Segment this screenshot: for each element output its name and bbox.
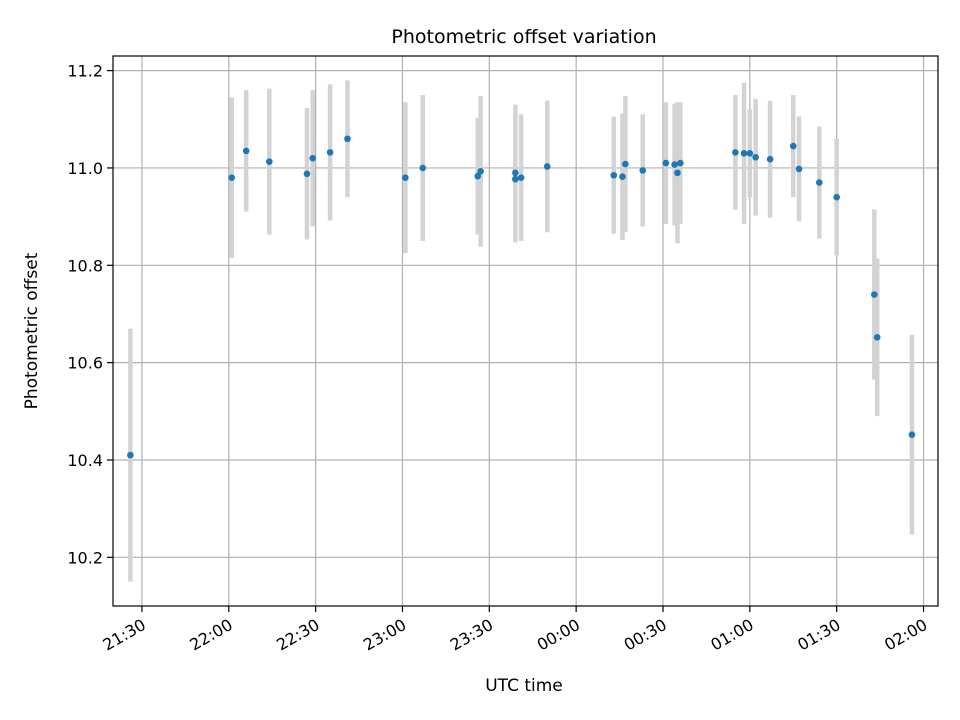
- data-point: [477, 168, 484, 175]
- data-point: [746, 150, 754, 157]
- data-point: [732, 149, 739, 156]
- data-point: [309, 154, 317, 162]
- data-point: [419, 164, 427, 172]
- data-point: [344, 135, 351, 143]
- data-points: [127, 135, 916, 459]
- data-point: [619, 173, 626, 181]
- data-point: [127, 451, 134, 459]
- y-tick-label: 10.8: [67, 256, 103, 275]
- data-point: [789, 142, 797, 150]
- data-point: [512, 175, 519, 183]
- data-point: [662, 159, 670, 167]
- y-tick-label: 10.2: [67, 548, 103, 567]
- data-point: [512, 169, 519, 177]
- data-point: [303, 170, 311, 178]
- y-tick-label: 11.2: [67, 62, 103, 81]
- data-point: [873, 334, 881, 341]
- data-point: [517, 174, 525, 181]
- data-point: [908, 431, 916, 438]
- data-point: [795, 165, 803, 173]
- data-point: [326, 149, 334, 156]
- data-point: [674, 169, 681, 177]
- data-point: [266, 158, 273, 165]
- y-tick-label: 10.4: [67, 451, 103, 470]
- data-point: [639, 167, 647, 174]
- data-point: [242, 147, 250, 155]
- data-point: [816, 179, 823, 186]
- y-tick-label: 10.6: [67, 354, 103, 373]
- data-point: [766, 155, 774, 163]
- y-tick-label: 11.0: [67, 159, 103, 178]
- data-point: [871, 291, 878, 298]
- data-point: [474, 172, 482, 180]
- chart-title: Photometric offset variation: [391, 26, 656, 48]
- x-axis-label: UTC time: [485, 676, 563, 696]
- y-axis-label: Photometric offset: [22, 252, 42, 409]
- data-point: [740, 150, 748, 157]
- data-point: [543, 163, 551, 170]
- data-point: [833, 193, 840, 201]
- plot-frame: [112, 55, 939, 607]
- data-point: [671, 161, 678, 168]
- data-point: [228, 174, 235, 181]
- data-point: [677, 159, 684, 167]
- data-point: [752, 153, 759, 161]
- data-point: [610, 171, 618, 179]
- data-point: [622, 160, 629, 168]
- y-axis-ticks: 10.2 10.4 10.6 10.8 11.0 11.2: [67, 62, 113, 567]
- data-point: [402, 174, 409, 181]
